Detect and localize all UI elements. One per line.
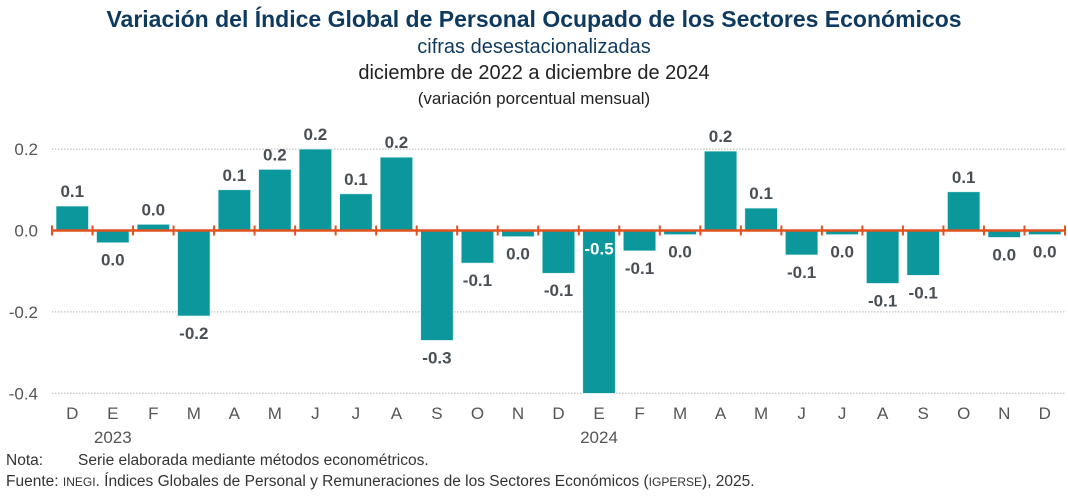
source-abbr: IGPERSE bbox=[648, 475, 703, 489]
x-tick-label: J bbox=[352, 404, 361, 423]
bar bbox=[96, 230, 130, 244]
chart-title: Variación del Índice Global de Personal … bbox=[106, 6, 962, 32]
bar bbox=[541, 230, 576, 274]
chart-period: diciembre de 2022 a diciembre de 2024 bbox=[358, 62, 710, 84]
x-tick-label: F bbox=[634, 404, 644, 423]
bar bbox=[298, 148, 332, 231]
data-label: 0.1 bbox=[344, 170, 368, 189]
data-label: -0.5 bbox=[584, 240, 613, 259]
x-axis-ticks: D E F M A M J J A S O N D E F M A M J J A S O N D 2023 2024 bbox=[66, 404, 1051, 447]
x-tick-label: M bbox=[187, 404, 201, 423]
x-tick-label: M bbox=[268, 404, 282, 423]
data-label: 0.1 bbox=[952, 168, 976, 187]
data-label: 0.0 bbox=[830, 243, 854, 262]
data-label: -0.1 bbox=[868, 291, 897, 310]
x-tick-label: A bbox=[229, 404, 241, 423]
bar bbox=[460, 230, 494, 264]
x-tick-label: D bbox=[552, 404, 564, 423]
x-tick-label: O bbox=[957, 404, 970, 423]
data-label: -0.1 bbox=[463, 271, 492, 290]
x-tick-label: D bbox=[1039, 404, 1051, 423]
source-org: INEGI bbox=[62, 475, 96, 489]
data-label: -0.1 bbox=[909, 283, 938, 302]
bar bbox=[866, 230, 900, 284]
data-label: 0.0 bbox=[506, 245, 530, 264]
y-tick-label: 0.2 bbox=[14, 140, 38, 159]
data-label: 0.2 bbox=[304, 125, 328, 144]
x-tick-label: N bbox=[998, 404, 1010, 423]
zero-axis bbox=[51, 225, 1066, 236]
x-tick-label: M bbox=[673, 404, 687, 423]
footnote-note: Nota: Serie elaborada mediante métodos ec… bbox=[6, 452, 429, 470]
y-axis-ticks: 0.2 0.0 -0.2 -0.4 bbox=[9, 140, 38, 403]
bar bbox=[744, 207, 778, 231]
data-label: 0.2 bbox=[263, 145, 287, 164]
data-label: 0.0 bbox=[141, 200, 165, 219]
note-label: Nota: bbox=[6, 452, 44, 469]
x-tick-label: F bbox=[148, 404, 158, 423]
bar bbox=[947, 191, 981, 231]
x-tick-label: E bbox=[593, 404, 604, 423]
x-tick-label: A bbox=[877, 404, 889, 423]
data-label: 0.0 bbox=[992, 245, 1016, 264]
data-label: 0.1 bbox=[60, 182, 84, 201]
source-label: Fuente: bbox=[6, 473, 59, 490]
source-text-1: . Índices Globales de Personal y Remuner… bbox=[95, 473, 649, 490]
source-text-2: ), 2025. bbox=[702, 473, 755, 490]
x-tick-label: N bbox=[512, 404, 524, 423]
bars bbox=[55, 148, 1062, 394]
bar-chart: 0.2 0.0 -0.2 -0.4 0.1 0.0 0.0 -0.2 0.1 0.2 0.2 0.1… bbox=[9, 125, 1066, 447]
bar bbox=[217, 189, 251, 231]
chart-subtitle: cifras desestacionalizadas bbox=[417, 36, 651, 58]
data-label: 0.0 bbox=[1033, 243, 1057, 262]
data-label: 0.2 bbox=[709, 127, 733, 146]
gridlines bbox=[52, 148, 1065, 394]
bar bbox=[906, 230, 940, 276]
data-label: -0.1 bbox=[787, 263, 816, 282]
data-label: 0.0 bbox=[101, 251, 125, 270]
bar bbox=[420, 230, 454, 341]
y-tick-label: -0.2 bbox=[9, 303, 38, 322]
data-label: -0.3 bbox=[422, 348, 451, 367]
x-tick-label: S bbox=[918, 404, 929, 423]
x-tick-label: D bbox=[66, 404, 78, 423]
footnote-source: Fuente: INEGI. Índices Globales de Perso… bbox=[6, 473, 755, 491]
data-label: 0.1 bbox=[223, 166, 247, 185]
x-tick-label: E bbox=[107, 404, 118, 423]
x-tick-label: S bbox=[431, 404, 442, 423]
x-tick-label: J bbox=[311, 404, 320, 423]
chart-unit: (variación porcentual mensual) bbox=[417, 89, 651, 108]
x-tick-label: J bbox=[797, 404, 806, 423]
y-tick-label: -0.4 bbox=[9, 384, 38, 403]
x-tick-label: J bbox=[838, 404, 847, 423]
bar bbox=[785, 230, 819, 256]
year-label: 2024 bbox=[580, 428, 618, 447]
bar bbox=[55, 205, 89, 231]
bar bbox=[623, 230, 657, 252]
data-label: -0.1 bbox=[544, 281, 573, 300]
data-label: -0.2 bbox=[179, 324, 208, 343]
bar bbox=[582, 230, 616, 394]
x-tick-label: A bbox=[715, 404, 727, 423]
data-label: 0.1 bbox=[749, 184, 773, 203]
bar bbox=[339, 193, 373, 231]
note-text: Serie elaborada mediante métodos economé… bbox=[78, 452, 429, 469]
data-label: 0.2 bbox=[385, 133, 409, 152]
bar bbox=[177, 230, 211, 317]
x-tick-label: O bbox=[471, 404, 484, 423]
y-tick-label: 0.0 bbox=[14, 222, 38, 241]
bar bbox=[379, 156, 413, 231]
x-tick-label: A bbox=[391, 404, 403, 423]
data-labels: 0.10.00.0-0.20.10.20.20.10.2-0.3-0.10.0-… bbox=[60, 125, 1056, 367]
bar bbox=[258, 169, 292, 231]
data-label: -0.1 bbox=[625, 259, 654, 278]
x-tick-label: M bbox=[754, 404, 768, 423]
data-label: 0.0 bbox=[668, 243, 692, 262]
year-label: 2023 bbox=[94, 428, 132, 447]
bar bbox=[704, 150, 738, 231]
